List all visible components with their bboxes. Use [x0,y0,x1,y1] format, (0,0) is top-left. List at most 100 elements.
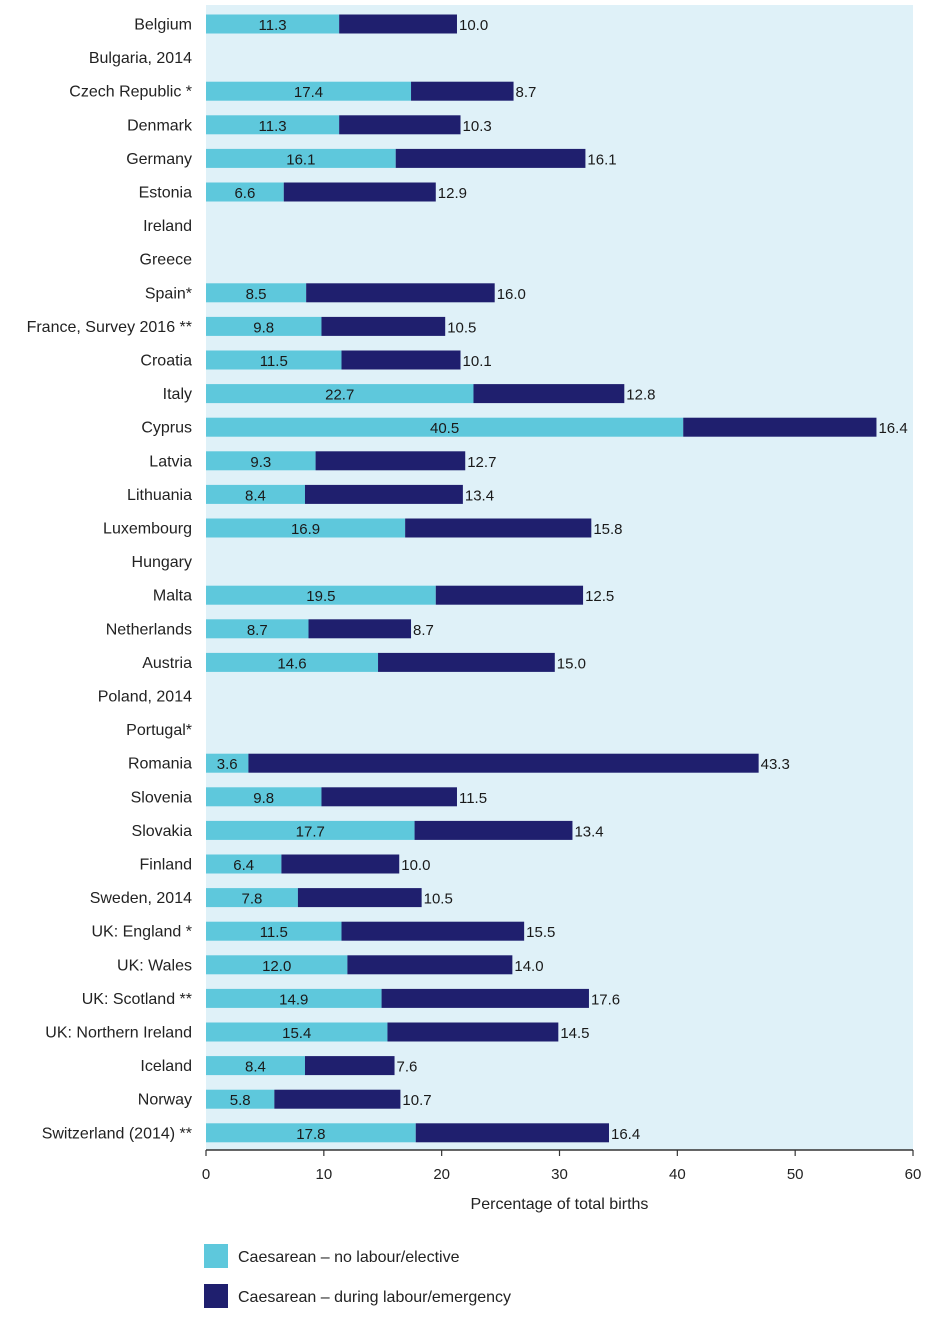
bar-emergency [339,14,457,34]
data-label-elective: 14.9 [279,991,308,1008]
data-label-elective: 6.6 [234,185,255,202]
bar-elective [206,417,684,437]
category-label: Slovakia [132,823,193,840]
x-tick-label: 10 [315,1166,332,1183]
category-label: Finland [140,857,192,874]
legend-swatch-elective [204,1244,228,1268]
bar-emergency [414,820,573,840]
data-label-emergency: 15.0 [557,655,586,672]
category-label: Spain* [145,285,192,302]
data-label-emergency: 43.3 [761,756,790,773]
bar-elective [206,1022,388,1042]
data-label-emergency: 14.5 [560,1025,589,1042]
data-label-elective: 8.7 [247,622,268,639]
data-label-emergency: 10.0 [401,857,430,874]
data-label-emergency: 16.4 [611,1126,640,1143]
data-label-emergency: 12.7 [467,454,496,471]
data-label-emergency: 16.4 [878,420,907,437]
bar-emergency [308,619,412,639]
bar-emergency [297,888,422,908]
data-label-emergency: 12.8 [626,387,655,404]
bar-emergency [339,115,461,135]
legend-label-elective: Caesarean – no labour/elective [238,1249,460,1266]
data-label-emergency: 10.1 [463,353,492,370]
data-label-emergency: 10.0 [459,17,488,34]
bar-emergency [435,585,584,605]
bar-emergency [283,182,436,202]
x-tick-label: 40 [669,1166,686,1183]
bar-emergency [381,988,589,1008]
category-label: Malta [153,588,192,605]
bar-elective [206,384,474,404]
x-tick-label: 50 [787,1166,804,1183]
bar-emergency [306,283,495,303]
data-label-emergency: 16.1 [587,151,616,168]
bar-elective [206,753,249,773]
data-label-elective: 11.3 [259,17,287,34]
category-label: Switzerland (2014) ** [42,1125,192,1142]
data-label-elective: 8.4 [245,1059,266,1076]
data-label-emergency: 12.9 [438,185,467,202]
data-label-elective: 16.9 [291,521,320,538]
category-label: Austria [142,655,192,672]
data-label-elective: 14.6 [277,655,306,672]
category-label: Belgium [134,17,192,34]
data-label-elective: 5.8 [230,1092,251,1109]
bar-elective [206,283,307,303]
data-label-emergency: 10.3 [463,118,492,135]
data-label-elective: 17.8 [296,1126,325,1143]
category-label: Sweden, 2014 [90,890,192,907]
data-label-elective: 9.8 [253,790,274,807]
data-label-elective: 12.0 [262,958,291,975]
bar-emergency [411,81,514,101]
category-label: Netherlands [106,621,192,638]
category-label: Greece [140,252,193,269]
data-label-elective: 11.3 [259,118,287,135]
data-label-emergency: 15.5 [526,924,555,941]
x-tick-label: 60 [905,1166,922,1183]
plot-background [206,5,913,1150]
bar-elective [206,518,406,538]
bar-elective [206,585,436,605]
data-label-elective: 7.8 [242,891,263,908]
x-tick-label: 0 [202,1166,210,1183]
category-label: UK: Scotland ** [82,991,192,1008]
category-label: Poland, 2014 [98,689,192,706]
data-label-elective: 22.7 [325,387,354,404]
data-label-elective: 9.3 [250,454,271,471]
legend-label-emergency: Caesarean – during labour/emergency [238,1289,511,1306]
data-label-emergency: 8.7 [413,622,434,639]
data-label-emergency: 12.5 [585,588,614,605]
category-label: UK: Northern Ireland [45,1025,192,1042]
bar-emergency [473,384,625,404]
bar-elective [206,921,342,941]
bar-emergency [683,417,877,437]
category-label: Iceland [140,1058,192,1075]
data-label-emergency: 10.7 [402,1092,431,1109]
data-label-emergency: 8.7 [516,84,537,101]
category-label: UK: England * [91,924,192,941]
category-label: Slovenia [131,789,192,806]
data-label-emergency: 13.4 [465,487,494,504]
bar-elective [206,820,415,840]
category-label: UK: Wales [117,957,192,974]
bar-emergency [304,1056,395,1076]
bar-emergency [304,484,463,504]
bar-elective [206,451,316,471]
x-tick-label: 30 [551,1166,568,1183]
bar-emergency [378,652,555,672]
category-label: Germany [126,151,192,168]
data-label-elective: 15.4 [282,1025,311,1042]
bar-emergency [248,753,759,773]
data-label-elective: 8.5 [246,286,267,303]
bar-emergency [395,148,586,168]
bar-emergency [405,518,592,538]
category-label: Hungary [132,554,192,571]
category-label: Estonia [139,185,192,202]
bar-emergency [274,1089,401,1109]
data-label-emergency: 10.5 [447,319,476,336]
data-label-elective: 17.7 [296,823,325,840]
data-label-emergency: 7.6 [397,1059,418,1076]
data-label-elective: 9.8 [253,319,274,336]
